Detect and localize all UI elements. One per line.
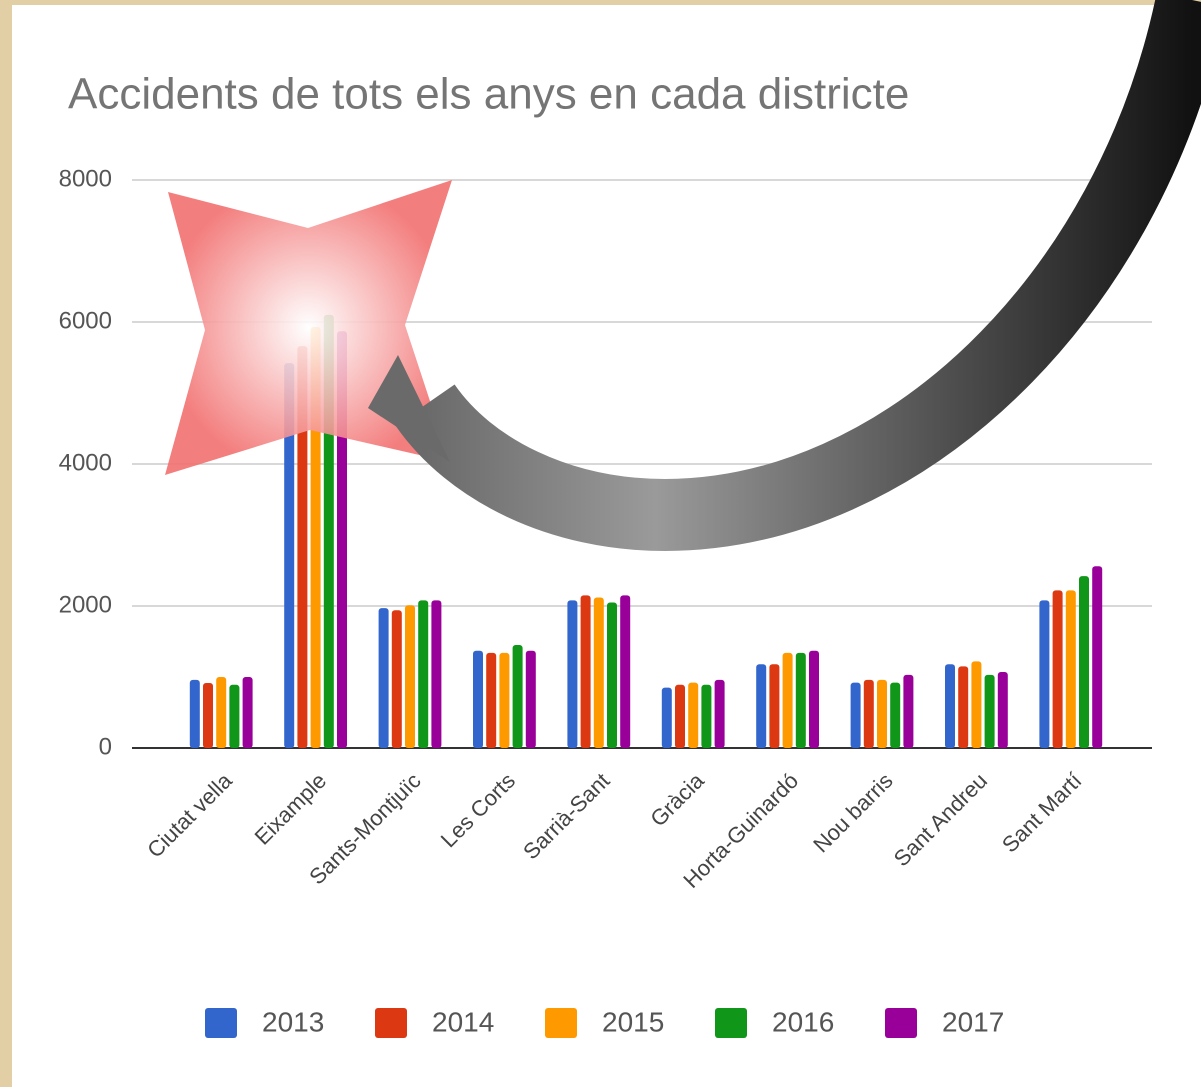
bar <box>998 672 1008 748</box>
bar <box>851 683 861 748</box>
bar <box>405 605 415 748</box>
bar <box>607 602 617 748</box>
bar <box>971 661 981 748</box>
bar <box>594 597 604 748</box>
bar <box>216 677 226 748</box>
bar <box>864 680 874 748</box>
legend-swatch <box>885 1008 917 1038</box>
x-tick-label: Gràcia <box>645 767 709 831</box>
bar <box>756 664 766 748</box>
bar <box>675 685 685 748</box>
bar <box>890 683 900 748</box>
chart: Accidents de tots els anys en cada distr… <box>12 5 1201 1087</box>
legend-swatch <box>375 1008 407 1038</box>
bar <box>715 680 725 748</box>
legend-label: 2015 <box>602 1006 664 1037</box>
y-tick-label: 4000 <box>59 449 112 476</box>
x-tick-label: Sant Martí <box>997 768 1086 857</box>
bar <box>418 600 428 748</box>
x-tick-label: Nou barris <box>808 768 897 857</box>
bar <box>297 346 307 748</box>
bar <box>486 653 496 748</box>
legend-label: 2014 <box>432 1006 494 1037</box>
bar <box>513 645 523 748</box>
bar <box>284 363 294 748</box>
screenshot: Accidents de tots els anys en cada distr… <box>0 0 1201 1087</box>
bar <box>877 680 887 748</box>
bar <box>392 610 402 748</box>
bar <box>1039 600 1049 748</box>
bar <box>473 651 483 748</box>
legend-swatch <box>715 1008 747 1038</box>
bar <box>701 685 711 748</box>
bar <box>581 595 591 748</box>
x-tick-label: Les Corts <box>436 768 520 852</box>
chart-title: Accidents de tots els anys en cada distr… <box>68 70 909 119</box>
bar <box>499 653 509 748</box>
bar <box>662 688 672 748</box>
bar <box>311 327 321 748</box>
bar <box>431 600 441 748</box>
bar <box>567 600 577 748</box>
bar <box>324 315 334 748</box>
bar <box>1053 590 1063 748</box>
bar <box>958 666 968 748</box>
y-tick-label: 6000 <box>59 307 112 334</box>
x-tick-label: Eixample <box>250 768 332 850</box>
bar <box>783 653 793 748</box>
bar <box>809 651 819 748</box>
y-tick-label: 8000 <box>59 165 112 192</box>
x-tick-label: Ciutat vella <box>142 767 237 862</box>
legend-label: 2017 <box>942 1006 1004 1037</box>
legend-swatch <box>545 1008 577 1038</box>
legend-swatch <box>205 1008 237 1038</box>
x-tick-label: Sarrià-Sant <box>518 768 614 864</box>
bar <box>337 331 347 748</box>
legend-label: 2016 <box>772 1006 834 1037</box>
bar <box>769 664 779 748</box>
bar <box>1092 566 1102 748</box>
y-tick-label: 2000 <box>59 591 112 618</box>
x-tick-label: Sant Andreu <box>889 768 992 871</box>
bar <box>203 683 213 748</box>
bar <box>1079 576 1089 748</box>
bar <box>620 595 630 748</box>
bar <box>945 664 955 748</box>
bar <box>526 651 536 748</box>
bar <box>190 680 200 748</box>
bar <box>243 677 253 748</box>
bar <box>1066 590 1076 748</box>
bar <box>985 675 995 748</box>
bar <box>229 685 239 748</box>
bar <box>796 653 806 748</box>
legend-label: 2013 <box>262 1006 324 1037</box>
bar <box>688 683 698 748</box>
bar <box>903 675 913 748</box>
bar <box>379 608 389 748</box>
y-tick-label: 0 <box>99 733 112 760</box>
